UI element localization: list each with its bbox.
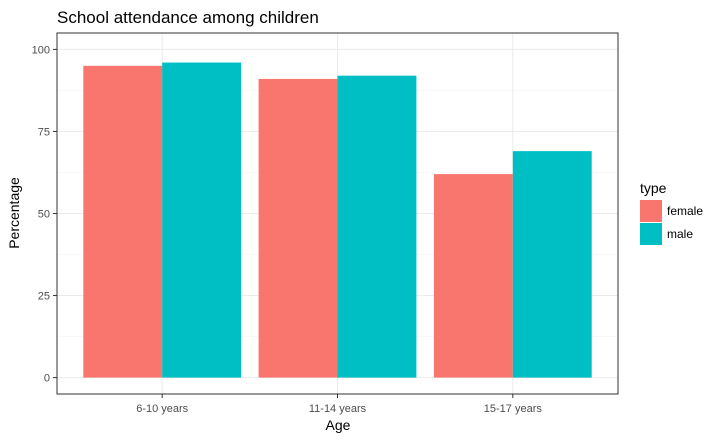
bar-male-2 [337,75,417,378]
bar-female-3 [433,174,513,378]
x-axis: 6-10 years 11-14 years 15-17 years [136,394,542,415]
y-tick-label: 0 [44,373,50,385]
x-tick-label: 6-10 years [136,403,188,415]
legend-key-female [640,200,662,222]
legend-label-female: female [667,204,703,218]
y-tick-label: 50 [38,209,50,221]
legend-label-male: male [667,227,693,241]
y-axis-title: Percentage [6,177,22,249]
legend-key-male [640,223,662,245]
x-tick-label: 15-17 years [484,403,543,415]
y-tick-label: 100 [32,44,50,56]
y-tick-label: 75 [38,126,50,138]
legend: type female male [640,180,703,245]
chart-title: School attendance among children [57,8,319,27]
x-tick-label: 11-14 years [309,403,367,415]
bar-male-1 [162,62,242,378]
legend-title: type [640,180,667,196]
y-axis: 0 25 50 75 100 [32,44,57,385]
y-tick-label: 25 [38,291,50,303]
bar-male-3 [512,151,592,378]
bar-female-2 [258,78,338,378]
bars [83,62,592,378]
bar-female-1 [83,65,163,378]
x-axis-title: Age [326,417,351,433]
